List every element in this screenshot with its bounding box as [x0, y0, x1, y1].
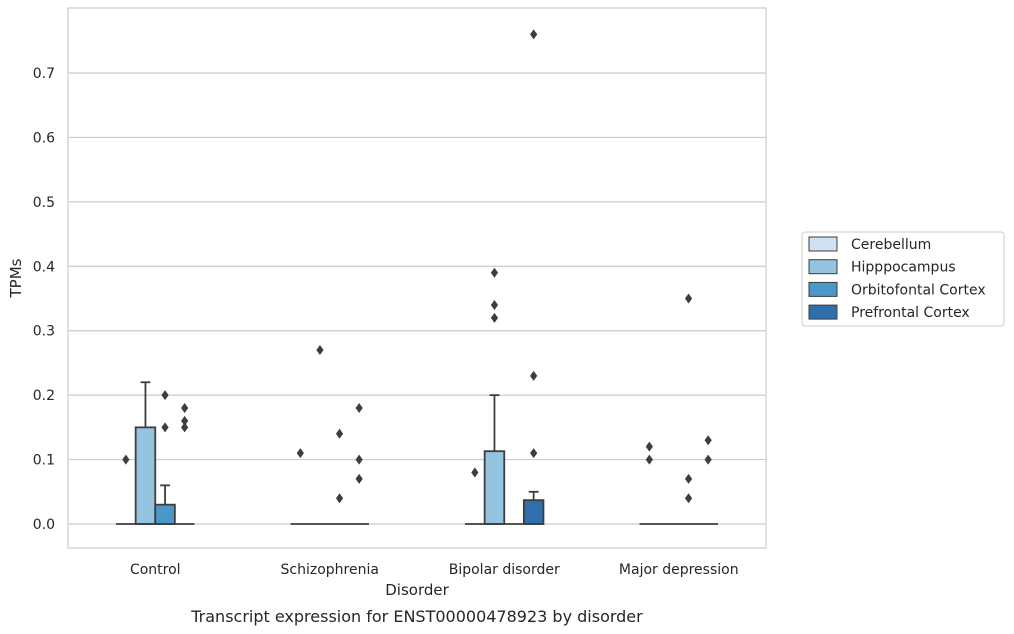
outlier-point: [490, 299, 499, 310]
box-group: [290, 448, 311, 525]
outlier-point: [355, 403, 363, 414]
grid-lines: [68, 72, 766, 525]
y-tick-label: 0.5: [33, 195, 55, 211]
x-axis-label: Disorder: [385, 581, 449, 599]
box-group: [116, 454, 136, 525]
plot-frame: [67, 7, 767, 549]
outlier-point: [316, 345, 324, 356]
box-group: [698, 435, 718, 525]
outlier-point: [181, 422, 189, 433]
outlier-point: [530, 29, 538, 40]
x-axis-ticks: Control Schizophrenia Bipolar disorder Majo…: [130, 562, 739, 578]
y-tick-label: 0.0: [33, 517, 55, 533]
outlier-point: [704, 454, 712, 465]
y-tick-label: 0.6: [33, 130, 55, 146]
outlier-point: [296, 448, 304, 459]
box-group: [349, 403, 369, 525]
x-tick-label: Major depression: [619, 562, 739, 578]
box-group: [639, 441, 660, 525]
box-group: [329, 428, 350, 525]
x-tick-label: Schizophrenia: [281, 562, 379, 578]
outlier-point: [181, 403, 189, 414]
outlier-point: [355, 473, 363, 484]
outlier-point: [122, 454, 130, 465]
outlier-point: [490, 312, 499, 323]
legend-swatch: [808, 304, 838, 320]
outlier-point: [181, 415, 189, 426]
outlier-point: [704, 435, 712, 446]
box-group: [310, 345, 330, 525]
x-tick-label: Bipolar disorder: [449, 562, 560, 578]
legend-swatch: [808, 236, 838, 252]
outlier-point: [530, 370, 538, 381]
y-tick-label: 0.2: [33, 388, 55, 404]
outlier-point: [335, 493, 344, 504]
outlier-point: [684, 493, 693, 504]
outlier-point: [471, 467, 479, 478]
y-axis-ticks: 0.0 0.1 0.2 0.3 0.4 0.5 0.6 0.7: [33, 66, 55, 533]
y-tick-label: 0.7: [33, 66, 55, 82]
box-group: [134, 381, 157, 525]
outlier-point: [645, 441, 653, 452]
x-tick-label: Control: [130, 562, 181, 578]
outlier-point: [355, 454, 363, 465]
chart-caption: Transcript expression for ENST0000047892…: [190, 607, 643, 626]
legend-swatch: [808, 281, 838, 297]
boxplots: [116, 29, 718, 525]
y-tick-label: 0.4: [33, 259, 55, 275]
box-group: [465, 467, 485, 525]
box: [134, 426, 157, 525]
legend: Cerebellum Hipppocampus Orbitofontal Corte…: [801, 231, 1005, 327]
y-tick-label: 0.3: [33, 324, 55, 340]
box-group: [174, 403, 195, 525]
legend-label: Hipppocampus: [851, 260, 956, 276]
outlier-point: [335, 428, 344, 439]
outlier-point: [161, 390, 169, 401]
legend-label: Orbitofontal Cortex: [851, 282, 986, 298]
outlier-point: [684, 473, 693, 484]
outlier-point: [490, 267, 499, 278]
box-group: [522, 29, 545, 525]
outlier-point: [684, 293, 693, 304]
y-axis-label: TPMs: [7, 258, 25, 298]
legend-frame: [801, 231, 1005, 327]
outlier-point: [161, 422, 169, 433]
y-tick-label: 0.1: [33, 453, 55, 469]
box: [483, 450, 506, 525]
box-group: [678, 293, 699, 525]
legend-label: Prefrontal Cortex: [851, 305, 970, 321]
box-group: [154, 390, 176, 525]
box: [154, 503, 176, 525]
outlier-point: [530, 448, 538, 459]
outlier-point: [645, 454, 653, 465]
box: [522, 499, 545, 525]
legend-swatch: [808, 259, 838, 275]
legend-label: Cerebellum: [851, 237, 931, 253]
box-group: [483, 267, 506, 525]
